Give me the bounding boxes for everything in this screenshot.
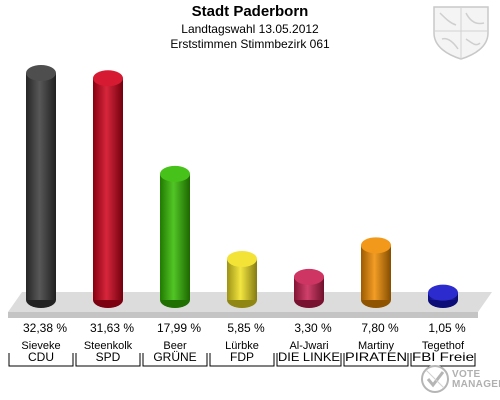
chart-title: Stadt Paderborn xyxy=(191,3,309,20)
party-label: FDP xyxy=(230,350,254,364)
chart-subtitle-secondary: Erststimmen Stimmbezirk 061 xyxy=(170,37,330,51)
label-bracket xyxy=(75,353,141,367)
logo-line-2: MANAGER xyxy=(452,379,500,390)
label-bracket xyxy=(343,353,409,367)
label-bracket xyxy=(209,353,275,367)
party-label: FBI Freie xyxy=(412,350,474,364)
value-label: 1,05 % xyxy=(428,321,466,335)
value-label: 5,85 % xyxy=(227,321,265,335)
value-label: 31,63 % xyxy=(90,321,134,335)
candidate-label: Tegethof xyxy=(422,340,465,352)
label-bracket xyxy=(142,353,208,367)
candidate-label: Sieveke xyxy=(21,340,60,352)
chart-floor-edge xyxy=(8,312,478,318)
party-label: CDU xyxy=(28,350,54,364)
value-label: 7,80 % xyxy=(361,321,399,335)
value-label: 17,99 % xyxy=(157,321,201,335)
party-label: PIRATEN xyxy=(345,350,407,364)
candidate-label: Martiny xyxy=(358,340,395,352)
candidate-label: Lürbke xyxy=(225,340,259,352)
vote-manager-logo-icon xyxy=(421,365,449,393)
logo-line-1: VOTE xyxy=(452,369,481,380)
label-bracket xyxy=(8,353,74,367)
coat-of-arms-icon xyxy=(433,6,489,60)
label-bracket xyxy=(410,353,476,367)
bar-sieveke xyxy=(26,65,56,308)
candidate-label: Steenkolk xyxy=(84,340,133,352)
party-label: DIE LINKE xyxy=(278,350,340,364)
party-label: SPD xyxy=(96,350,121,364)
candidate-label: Beer xyxy=(163,340,187,352)
vote-manager-logo-text: VOTE MANAGER xyxy=(452,370,500,390)
label-bracket xyxy=(276,353,342,367)
candidate-label: Al-Jwari xyxy=(289,340,328,352)
bar-tegethof xyxy=(428,284,458,308)
value-label: 3,30 % xyxy=(294,321,332,335)
bar-aljwari xyxy=(294,268,324,308)
bar-steenkolk xyxy=(93,70,123,308)
bar-lrbke xyxy=(227,250,257,308)
party-label: GRÜNE xyxy=(153,350,196,364)
value-label: 32,38 % xyxy=(23,321,67,335)
chart-subtitle: Landtagswahl 13.05.2012 xyxy=(181,22,319,36)
bar-beer xyxy=(160,165,190,308)
bar-martiny xyxy=(361,237,391,308)
